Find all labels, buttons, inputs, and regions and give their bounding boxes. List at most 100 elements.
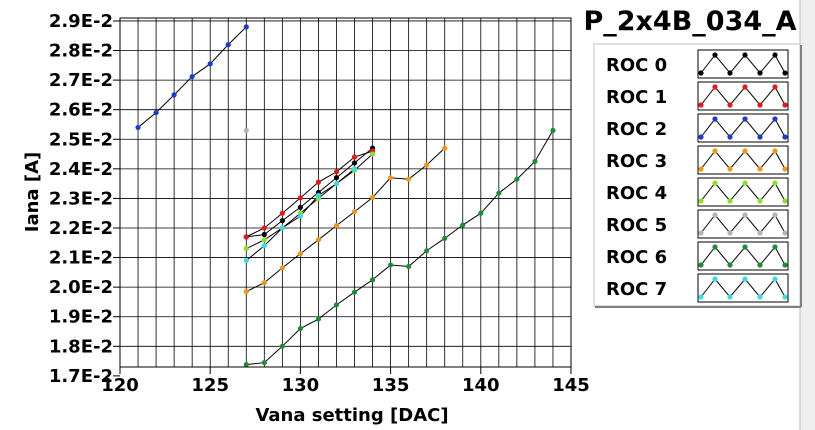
y-tick-label: 1.7E-2	[49, 366, 113, 387]
legend-swatch-marker	[772, 212, 778, 218]
series-line	[246, 147, 446, 293]
legend-swatch-marker	[698, 166, 704, 172]
grid	[120, 18, 571, 367]
axis-ticks	[113, 20, 572, 377]
data-point	[297, 195, 303, 201]
legend-swatch-marker	[698, 262, 704, 268]
legend-swatch-marker	[727, 166, 733, 172]
data-point	[243, 234, 249, 240]
data-point	[261, 359, 267, 366]
tick-labels: 1.7E-2 1.8E-2 1.9E-2 2.0E-2 2.1E-2 2.2E-2 2.3E…	[49, 11, 590, 396]
legend-label: ROC 1	[606, 87, 667, 108]
legend-swatch-marker	[757, 134, 763, 140]
data-point	[315, 316, 322, 322]
legend-swatch-marker	[727, 134, 733, 140]
data-point	[442, 145, 448, 151]
legend-swatch-marker	[742, 276, 748, 282]
legend-swatch-marker	[742, 180, 748, 186]
x-tick-label: 130	[282, 375, 320, 396]
legend-swatch-marker	[727, 262, 733, 268]
data-point	[550, 127, 556, 133]
legend-shadow	[800, 0, 815, 430]
x-tick-label: 145	[552, 375, 590, 396]
data-point	[351, 154, 358, 160]
legend-swatch-marker	[757, 70, 763, 76]
legend-swatch-marker	[712, 52, 718, 58]
legend-swatch-marker	[782, 166, 788, 172]
legend-swatch-marker	[727, 70, 733, 76]
data-point	[261, 231, 267, 238]
legend-label: ROC 0	[606, 55, 667, 76]
x-tick-label: 135	[372, 375, 410, 396]
legend-swatch-marker	[757, 166, 763, 172]
legend-swatch-marker	[782, 102, 788, 108]
data-point	[460, 222, 466, 228]
legend-swatch-marker	[698, 70, 704, 76]
legend-label: ROC 3	[606, 151, 667, 172]
y-tick-label: 2.9E-2	[49, 11, 113, 32]
data-point	[261, 243, 267, 249]
legend-swatch-marker	[772, 244, 778, 250]
data-point	[406, 176, 412, 182]
legend-swatch-marker	[782, 262, 788, 268]
data-point	[478, 210, 484, 216]
data-point	[333, 302, 340, 308]
data-point	[315, 192, 322, 199]
data-point	[388, 262, 394, 268]
legend-swatch-marker	[698, 102, 704, 108]
legend-swatch-marker	[727, 198, 733, 204]
legend-label: ROC 5	[606, 215, 667, 236]
x-tick-label: 120	[101, 375, 139, 396]
legend-swatch-marker	[742, 148, 748, 154]
series-line	[246, 147, 373, 238]
data-point	[279, 265, 285, 271]
legend-swatch-marker	[742, 244, 748, 250]
data-point	[315, 237, 322, 243]
legend-swatch-marker	[712, 84, 718, 90]
data-point	[225, 42, 231, 48]
legend-swatch-marker	[772, 148, 778, 154]
legend-swatch-marker	[782, 230, 788, 236]
legend-swatch-marker	[727, 102, 733, 108]
y-tick-label: 2.5E-2	[49, 129, 113, 150]
legend-swatch-marker	[757, 294, 763, 300]
legend-swatch-marker	[712, 116, 718, 122]
data-point	[351, 289, 358, 295]
data-point	[135, 124, 141, 131]
data-point	[243, 288, 249, 295]
data-point	[369, 151, 376, 157]
y-tick-label: 2.4E-2	[49, 159, 113, 180]
legend-swatch-marker	[698, 294, 704, 300]
data-point	[351, 166, 358, 172]
series-line	[246, 150, 373, 238]
legend-swatch-marker	[782, 294, 788, 300]
data-point	[496, 190, 502, 196]
data-point	[207, 61, 213, 67]
data-point	[406, 263, 412, 270]
series-line	[246, 130, 554, 366]
x-axis-title: Vana setting [DAC]	[255, 405, 448, 426]
data-point	[351, 209, 358, 215]
legend-swatch-marker	[757, 230, 763, 236]
data-point	[243, 362, 249, 368]
data-point	[243, 127, 249, 133]
legend-label: ROC 4	[606, 183, 667, 204]
y-tick-label: 2.0E-2	[49, 277, 113, 298]
data-point	[369, 194, 376, 201]
legend-swatch-marker	[757, 198, 763, 204]
legend-swatch-marker	[698, 134, 704, 140]
data-point	[532, 158, 538, 165]
data-point	[171, 92, 177, 98]
legend-label: ROC 7	[606, 279, 667, 300]
data-point	[424, 248, 430, 254]
legend-swatch-marker	[742, 52, 748, 58]
y-tick-label: 2.7E-2	[49, 70, 113, 91]
legend-swatch-marker	[757, 102, 763, 108]
legend-swatch-marker	[712, 180, 718, 186]
legend-swatch-marker	[712, 148, 718, 154]
data-point	[279, 343, 285, 349]
y-tick-label: 2.6E-2	[49, 100, 113, 121]
data-point	[333, 175, 340, 181]
data-point	[369, 277, 376, 283]
y-tick-label: 1.8E-2	[49, 336, 113, 357]
